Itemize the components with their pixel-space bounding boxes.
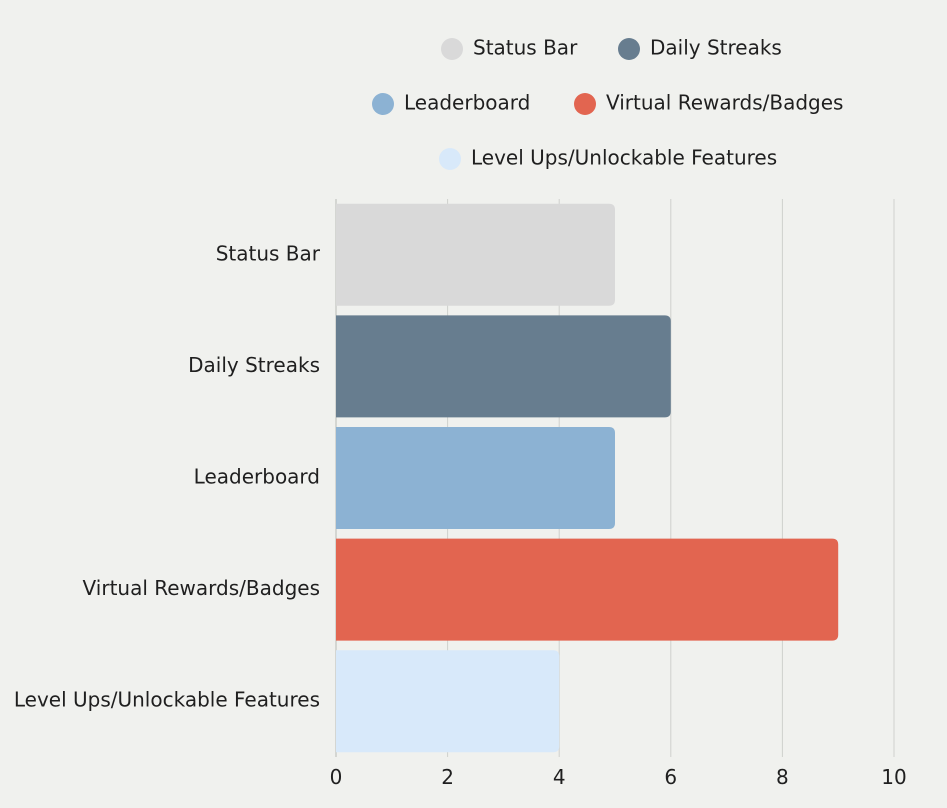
x-tick-label: 4 <box>553 765 566 789</box>
legend-item: Level Ups/Unlockable Features <box>439 146 777 170</box>
bar-level-ups-unlockable-features <box>336 650 560 753</box>
category-label: Level Ups/Unlockable Features <box>14 688 320 712</box>
legend-swatch <box>441 38 463 60</box>
category-label: Daily Streaks <box>188 353 320 377</box>
bar-virtual-rewards-badges <box>336 538 839 641</box>
bars <box>336 203 839 753</box>
x-tick-label: 10 <box>881 765 906 789</box>
legend-item: Leaderboard <box>372 91 530 115</box>
legend-swatch <box>574 93 596 115</box>
legend-item: Status Bar <box>441 36 578 60</box>
legend-item: Virtual Rewards/Badges <box>574 91 843 115</box>
x-tick-label: 6 <box>664 765 677 789</box>
x-axis: 0 2 4 6 8 10 <box>330 765 907 789</box>
bar-leaderboard <box>336 427 615 529</box>
legend-label: Leaderboard <box>404 91 530 115</box>
legend-label: Daily Streaks <box>650 36 782 60</box>
legend: Status Bar Daily Streaks Leaderboard Virtua… <box>372 36 843 170</box>
legend-label: Virtual Rewards/Badges <box>606 91 843 115</box>
legend-swatch <box>372 93 394 115</box>
legend-label: Status Bar <box>473 36 578 60</box>
bar-daily-streaks <box>336 315 671 418</box>
x-tick-label: 0 <box>330 765 343 789</box>
legend-swatch <box>618 38 640 60</box>
category-label: Virtual Rewards/Badges <box>83 576 320 600</box>
category-labels: Status Bar Daily Streaks Leaderboard Virtua… <box>14 241 321 711</box>
legend-swatch <box>439 148 461 170</box>
bar-status-bar <box>336 203 615 306</box>
x-tick-label: 8 <box>776 765 789 789</box>
category-label: Status Bar <box>216 241 321 265</box>
x-tick-label: 2 <box>441 765 454 789</box>
category-label: Leaderboard <box>194 465 320 489</box>
legend-label: Level Ups/Unlockable Features <box>471 146 777 170</box>
legend-item: Daily Streaks <box>618 36 782 60</box>
